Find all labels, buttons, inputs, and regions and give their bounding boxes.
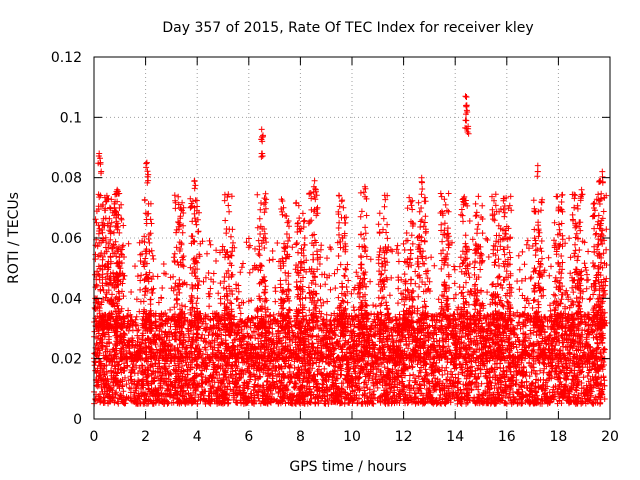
- chart-title: Day 357 of 2015, Rate Of TEC Index for r…: [162, 20, 533, 36]
- data-points-layer: [91, 93, 610, 407]
- x-tick-label: 2: [141, 429, 150, 445]
- x-tick-label: 4: [193, 429, 202, 445]
- y-tick-label: 0.06: [51, 231, 82, 247]
- ticks-layer: 0 0.02 0.04 0.06 0.08 0.1 0.12 0 2 4 6 8 10 12 14 16 18 2…: [51, 50, 619, 445]
- x-tick-label: 0: [90, 429, 99, 445]
- x-tick-label: 10: [343, 429, 361, 445]
- y-tick-label: 0.02: [51, 352, 82, 368]
- y-tick-label: 0.1: [60, 110, 82, 126]
- y-tick-label: 0.04: [51, 291, 82, 307]
- x-tick-label: 6: [244, 429, 253, 445]
- y-tick-label: 0.08: [51, 171, 82, 187]
- x-tick-label: 12: [395, 429, 413, 445]
- x-tick-label: 14: [446, 429, 464, 445]
- x-tick-label: 8: [296, 429, 305, 445]
- y-axis-label: ROTI / TECUs: [6, 192, 22, 284]
- x-axis-label: GPS time / hours: [289, 459, 406, 475]
- x-tick-label: 18: [549, 429, 567, 445]
- y-tick-label: 0: [73, 412, 82, 428]
- y-tick-label: 0.12: [51, 50, 82, 66]
- x-tick-label: 20: [601, 429, 619, 445]
- x-tick-label: 16: [498, 429, 516, 445]
- roti-data-points: [91, 93, 610, 407]
